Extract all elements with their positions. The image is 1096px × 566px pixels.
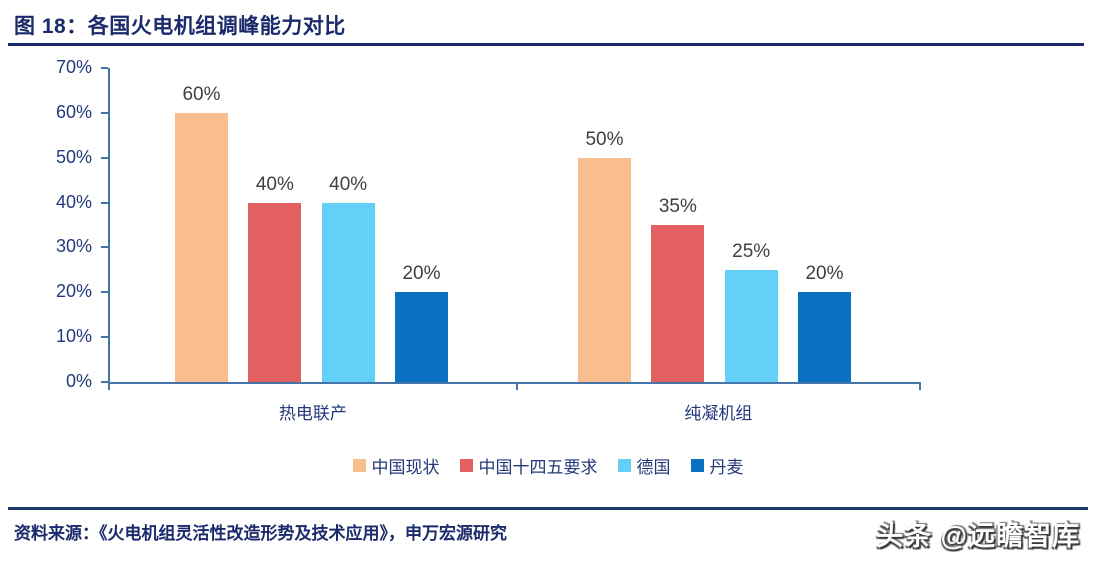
y-axis-tick [101,67,108,69]
y-axis-tick-label: 10% [55,326,92,347]
bar-中国现状-热电联产 [175,112,228,382]
y-axis-tick-label: 30% [55,236,92,257]
bar-德国-热电联产 [321,202,375,382]
x-axis-line [108,382,921,384]
bar-value-label: 20% [402,263,441,285]
legend-label: 丹麦 [709,458,744,477]
y-axis-tick-label: 40% [55,191,92,212]
y-axis-tick-label: 60% [55,101,92,122]
legend-swatch-icon [617,459,631,472]
category-label-热电联产: 热电联产 [278,404,347,423]
bar-value-label: 60% [182,83,221,105]
y-axis-tick [101,201,108,204]
publisher-watermark: 头条 @远瞻智库 [876,521,1080,551]
legend-item-德国: 德国 [617,453,671,478]
bar-value-label: 50% [585,128,624,150]
legend-swatch-icon [690,459,704,472]
y-axis-tick [101,246,108,249]
x-axis-tick [515,382,518,390]
y-axis-tick [101,111,108,114]
chart-legend: 中国现状 中国十四五要求 德国 丹麦 [0,453,1096,478]
bar-中国现状-纯凝机组 [578,157,631,382]
y-axis-tick [101,336,108,339]
y-axis-tick-label: 50% [55,146,92,167]
y-axis-tick-label: 20% [55,281,92,302]
legend-label: 中国十四五要求 [478,458,598,477]
legend-swatch-icon [352,459,366,472]
y-axis-tick [101,156,108,159]
bar-德国-纯凝机组 [724,269,778,382]
bar-value-label: 40% [255,173,294,195]
bar-value-label: 35% [658,196,697,217]
source-note: 资料来源：《火电机组灵活性改造形势及技术应用》，申万宏源研究 [14,524,507,543]
bar-丹麦-纯凝机组 [798,292,851,382]
bar-value-label: 40% [329,173,368,195]
legend-swatch-icon [459,459,473,472]
bar-中国十四五要求-热电联产 [248,202,302,382]
y-axis-tick-label: 70% [55,57,92,77]
y-axis-tick [101,381,108,383]
x-axis-tick [919,382,921,390]
footer-divider [8,507,1088,510]
legend-item-中国现状: 中国现状 [352,453,440,478]
figure-title: 图 18：各国火电机组调峰能力对比 [14,15,346,38]
bar-丹麦-热电联产 [395,292,448,382]
legend-item-中国十四五要求: 中国十四五要求 [459,453,598,478]
bar-value-label: 20% [805,263,844,285]
legend-label: 中国现状 [371,458,440,477]
title-underline [8,43,1084,46]
y-axis-tick [101,291,108,294]
y-axis-line [108,68,110,382]
bar-中国十四五要求-纯凝机组 [651,225,705,382]
y-axis-tick-label: 0% [65,371,92,391]
legend-label: 德国 [636,458,671,477]
category-label-纯凝机组: 纯凝机组 [684,404,753,423]
x-axis-tick [108,382,110,390]
bar-value-label: 25% [732,240,771,262]
legend-item-丹麦: 丹麦 [690,453,744,478]
